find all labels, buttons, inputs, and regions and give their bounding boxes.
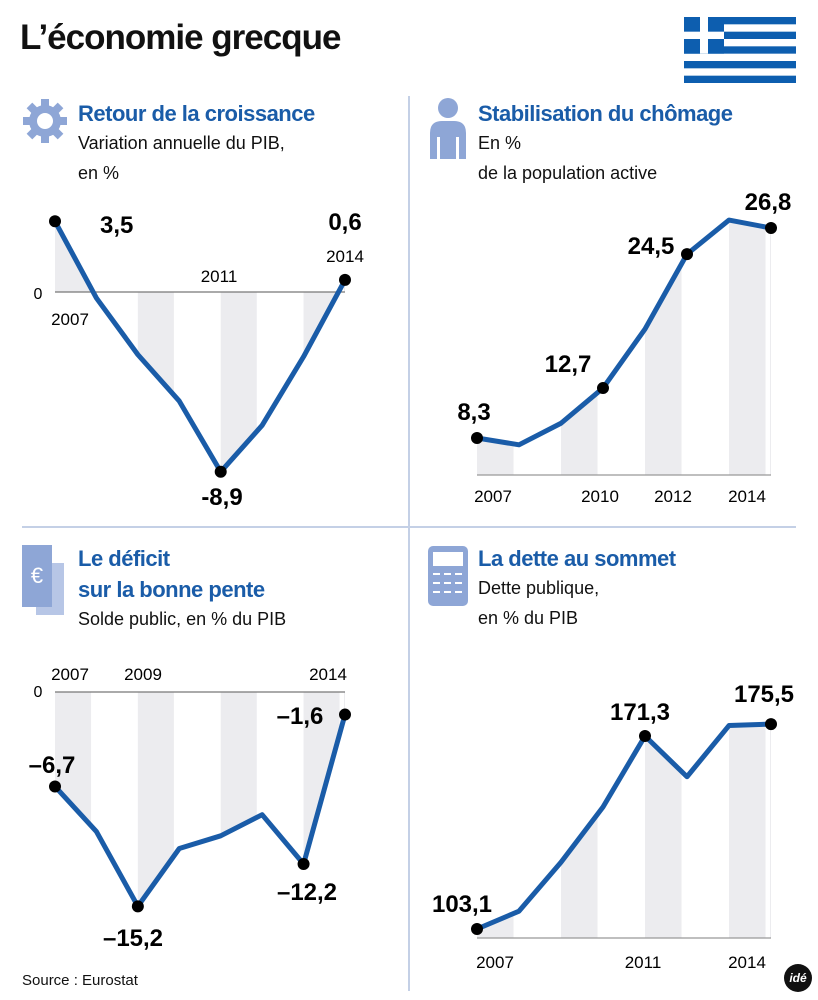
panel-deficit-header: Le déficit sur la bonne pente Solde publ…: [78, 545, 286, 636]
panel-subtitle: en % du PIB: [478, 608, 579, 628]
data-point: [765, 718, 777, 731]
data-label: 26,8: [745, 189, 792, 216]
greek-flag-icon: [684, 17, 796, 83]
panel-subtitle: en %: [78, 163, 120, 183]
panel-debt-header: La dette au sommet Dette publique, en % …: [478, 545, 676, 635]
x-tick-label: 2014: [309, 665, 347, 684]
data-point: [49, 780, 61, 793]
horizontal-divider: [22, 526, 796, 528]
panel-subtitle: Solde public, en % du PIB: [78, 609, 287, 629]
data-point: [339, 708, 351, 721]
chart-1: 0 3,5 -8,9 0,6 2007 2011 2014: [34, 209, 364, 511]
gear-icon: [22, 98, 68, 144]
data-label: 24,5: [628, 233, 675, 260]
x-tick-label: 2014: [326, 247, 364, 266]
chart-2: 8,3 12,7 24,5 26,8 2007 2010 2012 2014: [457, 189, 791, 506]
data-point: [471, 923, 483, 935]
panel-subtitle: Variation annuelle du PIB,: [78, 133, 285, 153]
panel-heading: La dette au sommet: [478, 546, 676, 571]
svg-text:€: €: [31, 563, 43, 588]
x-tick-label: 2010: [581, 487, 619, 506]
panel-subtitle: En %: [478, 133, 522, 153]
data-point: [639, 729, 651, 742]
data-point: [597, 382, 609, 395]
vertical-divider: [408, 96, 410, 991]
data-label: –15,2: [103, 925, 163, 952]
data-point: [471, 432, 483, 444]
x-tick-label: 2014: [728, 487, 766, 506]
euro-bill-icon: €: [22, 545, 64, 615]
stripe-area: [477, 220, 771, 475]
panel-unemployment-header: Stabilisation du chômage En % de la popu…: [478, 100, 733, 190]
x-tick-label: 2009: [124, 665, 162, 684]
x-tick-label: 2007: [474, 487, 512, 506]
x-tick-label: 2007: [51, 665, 89, 684]
x-tick-label: 2014: [728, 953, 766, 972]
x-tick-label: 2012: [654, 487, 692, 506]
panel-subtitle: de la population active: [478, 163, 658, 183]
data-point: [297, 858, 310, 871]
data-label: 3,5: [100, 212, 133, 239]
source-note: Source : Eurostat: [22, 972, 138, 989]
data-label: –1,6: [277, 703, 324, 730]
data-label: 8,3: [457, 399, 490, 426]
data-label: 171,3: [610, 699, 670, 726]
data-point: [339, 273, 351, 286]
x-tick-label: 2011: [201, 267, 238, 286]
zero-label: 0: [34, 286, 43, 303]
panel-heading: Le déficit: [78, 546, 170, 571]
data-point: [681, 248, 693, 261]
panel-growth-header: Retour de la croissance Variation annuel…: [78, 100, 315, 190]
panel-heading: Stabilisation du chômage: [478, 101, 733, 126]
page-title: L’économie grecque: [20, 18, 341, 57]
data-label: -8,9: [201, 484, 242, 511]
panel-heading: sur la bonne pente: [78, 577, 265, 602]
chart-3: 0 –6,7 –15,2 –12,2 –1,6 2007 2009 2014: [29, 665, 351, 952]
series-line: [476, 721, 772, 932]
data-label: 175,5: [734, 681, 794, 708]
data-point: [49, 215, 61, 228]
series-line: [52, 220, 348, 475]
series-line: [476, 217, 772, 448]
series-line: [53, 713, 348, 909]
data-label: –6,7: [29, 752, 76, 779]
data-label: 12,7: [545, 351, 592, 378]
ide-logo: idé: [784, 964, 812, 992]
data-point: [131, 900, 144, 913]
data-label: 0,6: [328, 209, 361, 236]
data-label: –12,2: [277, 879, 337, 906]
x-tick-label: 2011: [625, 953, 662, 972]
data-point: [214, 465, 227, 478]
x-tick-label: 2007: [476, 953, 514, 972]
data-point: [765, 222, 777, 235]
chart-4: 103,1 171,3 175,5 2007 2011 2014: [432, 681, 794, 972]
zero-label: 0: [34, 684, 43, 701]
calculator-icon: [428, 546, 468, 606]
person-icon: [430, 98, 466, 159]
panel-subtitle: Dette publique,: [478, 578, 600, 598]
panel-heading: Retour de la croissance: [78, 101, 315, 126]
x-tick-label: 2007: [51, 310, 89, 329]
data-label: 103,1: [432, 891, 492, 918]
